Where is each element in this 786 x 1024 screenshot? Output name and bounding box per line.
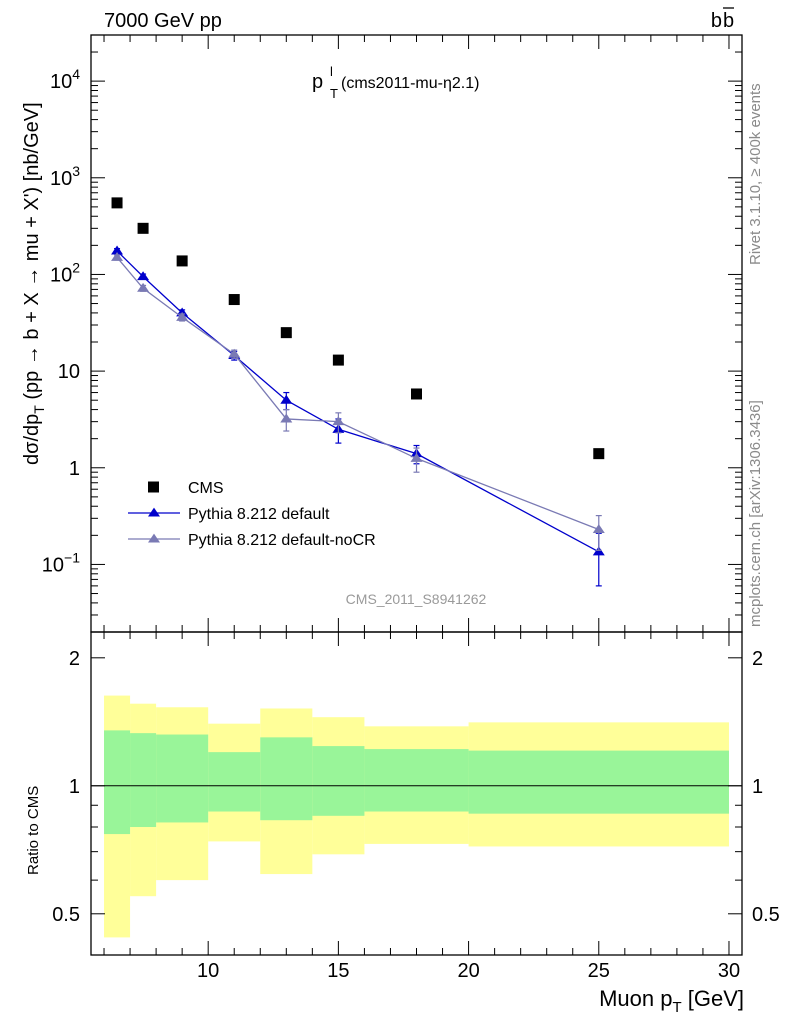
main-ylabel-sub: T: [31, 405, 47, 414]
series-line: [116, 257, 600, 531]
data-point: [137, 271, 150, 281]
data-point: [137, 222, 149, 234]
series-pythia-default-nocr: [111, 252, 605, 551]
main-ylabel-post: (pp → b + X → mu + X') [nb/GeV]: [21, 102, 43, 405]
data-point: [410, 453, 423, 462]
legend: CMS Pythia 8.212 default Pythia 8.212 defa…: [128, 480, 376, 549]
data-point: [111, 245, 124, 255]
data-point: [280, 413, 293, 423]
main-y-tick-label: 104: [50, 66, 80, 93]
header-left: 7000 GeV pp: [104, 10, 222, 32]
legend-marker: [148, 533, 160, 543]
series-cms: [111, 197, 605, 460]
ratio-x-ticks: 10 15 20 25 30: [103, 632, 740, 982]
stat-uncertainty-band: [130, 733, 157, 828]
main-series: [111, 197, 605, 587]
xlabel-main: Muon p: [599, 986, 672, 1011]
ratio-x-tick-label: 25: [588, 960, 610, 982]
ratio-x-tick-label: 10: [197, 960, 219, 982]
legend-marker: [148, 481, 159, 493]
analysis-watermark: CMS_2011_S8941262: [346, 591, 487, 607]
ratio-y-tick-label-right: 2: [752, 648, 763, 670]
main-x-ticks: [103, 35, 730, 632]
rivet-label: Rivet 3.1.10, ≥ 400k events: [747, 83, 764, 265]
legend-item: Pythia 8.212 default: [128, 506, 330, 523]
data-point: [411, 388, 422, 400]
data-point: [280, 394, 293, 404]
data-point: [228, 294, 240, 306]
ratio-bands: [104, 695, 729, 938]
stat-uncertainty-band: [156, 734, 209, 823]
data-point: [592, 524, 605, 533]
main-title-rest: (cms2011-mu-η2.1): [341, 75, 479, 92]
mcplots-label: mcplots.cern.ch [arXiv:1306.3436]: [747, 400, 764, 627]
xlabel-post: [GeV]: [682, 986, 744, 1011]
main-panel: 10−1 1 10 102 103 104 p l T (cms2011-mu-η2.1)…: [21, 34, 743, 633]
header-right-bbar: b: [723, 10, 734, 32]
ratio-x-tick-label: 30: [718, 960, 740, 982]
legend-label: Pythia 8.212 default-noCR: [188, 532, 376, 549]
data-point: [280, 327, 292, 339]
ratio-y-label: Ratio to CMS: [25, 786, 42, 875]
ratio-x-tick-label: 20: [457, 960, 479, 982]
svg-text:dσ/dpT (pp → b + X → mu + X'): dσ/dpT (pp → b + X → mu + X') [nb/GeV]: [21, 102, 47, 465]
data-point: [593, 448, 605, 460]
main-y-tick-label: 10−1: [42, 549, 80, 576]
header-right: b b: [711, 7, 734, 32]
ratio-y-tick-label: 2: [69, 648, 80, 670]
ratio-y-ticks: 0.5 0.5 1 1 2 2: [52, 648, 780, 956]
stat-uncertainty-band: [312, 746, 365, 816]
main-y-tick-label: 1: [69, 458, 80, 480]
legend-label: CMS: [188, 480, 224, 497]
legend-marker: [148, 507, 160, 517]
ratio-x-tick-label: 15: [327, 960, 349, 982]
main-title-sub: T: [330, 86, 338, 101]
header-right-b: b: [711, 10, 722, 32]
data-point: [176, 311, 189, 321]
legend-item: CMS: [148, 480, 224, 497]
main-ylabel-pre: dσ/dp: [21, 414, 43, 465]
legend-label: Pythia 8.212 default: [188, 506, 330, 523]
main-title: p l T (cms2011-mu-η2.1): [312, 64, 479, 101]
main-title-sup: l: [330, 64, 333, 79]
series-pythia-default: [111, 245, 605, 587]
data-point: [137, 282, 150, 292]
legend-item: Pythia 8.212 default-noCR: [128, 532, 376, 549]
data-point: [111, 252, 124, 261]
main-y-tick-label: 10: [58, 361, 80, 383]
main-y-label: dσ/dpT (pp → b + X → mu + X') [nb/GeV]: [21, 102, 47, 465]
data-point: [176, 255, 188, 267]
ratio-frame: [90, 631, 743, 956]
ratio-y-tick-label-right: 1: [752, 776, 763, 798]
ratio-x-label: Muon pT [GeV]: [599, 986, 744, 1016]
stat-uncertainty-band: [104, 730, 131, 835]
stat-uncertainty-band: [468, 750, 729, 814]
data-point: [332, 416, 345, 426]
main-y-tick-label: 102: [50, 259, 80, 286]
data-point: [228, 348, 241, 358]
stat-uncertainty-band: [260, 737, 313, 821]
main-y-tick-label: 103: [50, 163, 80, 190]
main-y-ticks: 10−1 1 10 102 103 104: [42, 34, 742, 633]
ratio-y-tick-label: 0.5: [52, 904, 80, 926]
ratio-panel: 0.5 0.5 1 1 2 2 10 15 20 25 30 Ratio to CMS Muon …: [25, 631, 780, 1016]
series-line: [116, 250, 600, 553]
xlabel-sub: T: [672, 999, 681, 1016]
data-point: [111, 197, 123, 209]
stat-uncertainty-band: [364, 749, 469, 812]
svg-text:Muon pT [GeV]: Muon pT [GeV]: [599, 986, 744, 1016]
ratio-y-tick-label: 1: [69, 776, 80, 798]
data-point: [332, 354, 344, 366]
stat-uncertainty-band: [208, 752, 261, 812]
main-title-p: p: [312, 71, 323, 93]
ratio-y-tick-label-right: 0.5: [752, 904, 780, 926]
